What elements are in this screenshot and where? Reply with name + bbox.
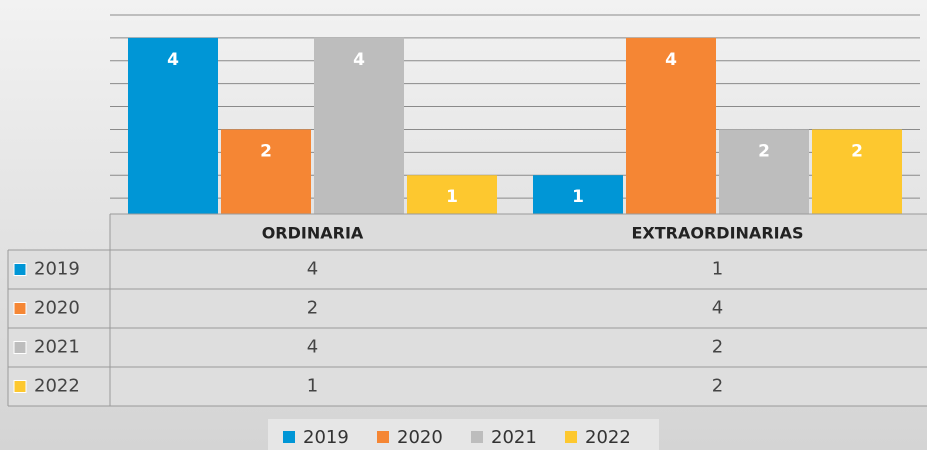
value-label: 1 (446, 187, 458, 207)
legend-label: 2022 (585, 427, 631, 448)
legend-key (283, 431, 295, 443)
value-label: 2 (851, 141, 863, 161)
table-row-label: 2020 (34, 298, 80, 319)
table-header (110, 214, 927, 250)
table-cell: 2 (307, 298, 318, 319)
legend-key (565, 431, 577, 443)
value-label: 2 (758, 141, 770, 161)
table-legend-key (13, 341, 27, 354)
table-cell: 2 (712, 376, 723, 397)
bar (626, 37, 716, 222)
bar (128, 37, 218, 222)
legend-label: 2021 (491, 427, 537, 448)
table-row-label: 2022 (34, 376, 80, 397)
table-cell: 1 (712, 259, 723, 280)
bar (533, 175, 623, 221)
legend-label: 2019 (303, 427, 349, 448)
table-legend-key (13, 380, 27, 393)
bar (719, 129, 809, 221)
value-label: 4 (665, 50, 677, 70)
table-legend-key (13, 302, 27, 315)
value-label: 4 (167, 50, 179, 70)
legend-key (471, 431, 483, 443)
legend-box (268, 419, 659, 450)
value-label: 2 (260, 141, 272, 161)
table-legend-key (13, 263, 27, 276)
bar (314, 37, 404, 222)
bar (407, 175, 497, 221)
table-row-label: 2019 (34, 259, 80, 280)
table-cell: 2 (712, 337, 723, 358)
bar (812, 129, 902, 221)
legend-label: 2020 (397, 427, 443, 448)
table-cell: 4 (712, 298, 723, 319)
table-cell: 4 (307, 259, 318, 280)
table-header-label: EXTRAORDINARIAS (632, 224, 804, 243)
value-label: 1 (572, 187, 584, 207)
legend-key (377, 431, 389, 443)
table-row-label: 2021 (34, 337, 80, 358)
table-cell: 1 (307, 376, 318, 397)
value-label: 4 (353, 50, 365, 70)
bar (221, 129, 311, 221)
table-header-label: ORDINARIA (262, 224, 364, 243)
table-cell: 4 (307, 337, 318, 358)
